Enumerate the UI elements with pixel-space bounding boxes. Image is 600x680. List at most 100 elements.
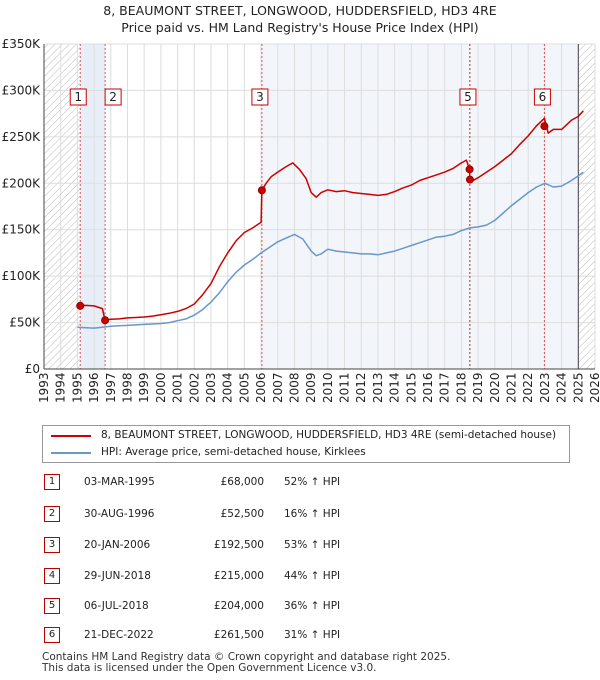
x-tick-label: 2022: [521, 372, 535, 403]
x-tick-label: 2016: [421, 372, 435, 403]
legend-swatch-hpi: [51, 452, 91, 454]
x-tick-labels: 1993 1994 1995 1996 1997 1998 1999 2000 2001 2002…: [37, 372, 600, 403]
sale-date: 06-JUL-2018: [84, 600, 149, 612]
sale-hpi-diff: 16% ↑ HPI: [284, 508, 341, 520]
sale-number-badge: 2: [44, 506, 60, 522]
sale-marker-box-6: [533, 88, 551, 106]
x-tick-label: 2001: [171, 372, 185, 403]
price-chart: 1 2 3 5 6 £0 £50K £100K £150K £200K £250K £300K £35…: [2, 37, 600, 403]
ownership-shade: [261, 44, 579, 369]
table-row: 1 03-MAR-1995 £68,000 52% ↑ HPI: [0, 468, 600, 496]
sale-point-2: [101, 316, 110, 325]
sale-price: £215,000: [213, 570, 264, 582]
sale-marker-label-2: 2: [109, 90, 117, 104]
x-tick-label: 2004: [221, 372, 235, 403]
x-tick-label: 1995: [70, 372, 84, 403]
sale-number-badge: 6: [44, 627, 60, 643]
sale-price: £52,500: [220, 508, 264, 520]
x-tick-label: 2006: [254, 372, 268, 403]
sale-date: 21-DEC-2022: [84, 629, 154, 641]
shaded-regions: [44, 44, 595, 369]
x-tick-label: 2012: [354, 372, 368, 403]
legend-label-hpi: HPI: Average price, semi-detached house,…: [101, 446, 366, 458]
x-tick-label: 2024: [555, 372, 569, 403]
sale-hpi-diff: 36% ↑ HPI: [284, 600, 341, 612]
y-tick-label: £250K: [2, 130, 42, 144]
sale-number-badge: 5: [44, 598, 60, 614]
sale-point-3: [257, 186, 266, 195]
legend: 8, BEAUMONT STREET, LONGWOOD, HUDDERSFIE…: [42, 425, 570, 463]
sale-marker-label-5: 5: [464, 90, 472, 104]
x-tick-label: 2019: [471, 372, 485, 403]
x-tick-label: 2014: [388, 372, 402, 403]
x-tick-label: 1994: [54, 372, 68, 403]
sale-marker-boxes: 1 2 3 5 6: [69, 88, 551, 106]
sale-vertical-lines: [79, 44, 579, 369]
table-row: 5 06-JUL-2018 £204,000 36% ↑ HPI: [0, 592, 600, 620]
sale-marker-box-2: [104, 88, 122, 106]
x-tick-label: 2009: [304, 372, 318, 403]
footer-attribution: Contains HM Land Registry data © Crown c…: [42, 652, 450, 674]
sale-point-4: [465, 165, 474, 174]
sale-number-badge: 4: [44, 568, 60, 584]
x-tick-label: 1993: [37, 372, 51, 403]
sale-price: £68,000: [220, 476, 264, 488]
y-tick-labels: £0 £50K £100K £150K £200K £250K £300K £350K: [2, 37, 42, 376]
x-tick-label: 1998: [120, 372, 134, 403]
sale-marker-label-3: 3: [256, 90, 264, 104]
sale-marker-box-3: [251, 88, 269, 106]
y-tick-label: £350K: [2, 37, 42, 51]
chart-title: 8, BEAUMONT STREET, LONGWOOD, HUDDERSFIE…: [103, 3, 497, 18]
x-tick-label: 1996: [87, 372, 101, 403]
axes: [43, 44, 595, 370]
x-tick-label: 2023: [538, 372, 552, 403]
x-tick-label: 2000: [154, 372, 168, 403]
footer-line-licence: This data is licensed under the Open Gov…: [42, 662, 377, 674]
sale-marker-box-5: [459, 88, 477, 106]
sale-point-1: [76, 301, 85, 310]
sale-hpi-diff: 52% ↑ HPI: [284, 476, 341, 488]
sale-number-badge: 3: [44, 537, 60, 553]
x-tick-label: 2005: [237, 372, 251, 403]
sale-hpi-diff: 53% ↑ HPI: [284, 539, 341, 551]
sale-marker-box-1: [69, 88, 87, 106]
sale-point-6: [540, 122, 549, 131]
x-tick-label: 2020: [488, 372, 502, 403]
sale-price: £261,500: [213, 629, 264, 641]
sale-date: 03-MAR-1995: [84, 476, 155, 488]
y-tick-label: £200K: [2, 176, 42, 190]
sale-number-badge: 1: [44, 474, 60, 490]
x-tick-label: 2007: [271, 372, 285, 403]
x-tick-label: 2018: [454, 372, 468, 403]
sale-date: 30-AUG-1996: [84, 508, 155, 520]
y-tick-label: £100K: [2, 269, 42, 283]
x-tick-label: 2026: [588, 372, 600, 403]
hpi-series-line: [77, 171, 584, 329]
table-row: 3 20-JAN-2006 £192,500 53% ↑ HPI: [0, 531, 600, 559]
chart-subtitle: Price paid vs. HM Land Registry's House …: [121, 20, 479, 35]
y-tick-label: £150K: [2, 223, 42, 237]
table-row: 6 21-DEC-2022 £261,500 31% ↑ HPI: [0, 621, 600, 649]
sale-date: 29-JUN-2018: [84, 570, 151, 582]
price-series-line: [80, 110, 584, 322]
x-tick-label: 2010: [321, 372, 335, 403]
legend-swatch-price: [51, 435, 91, 437]
sale-hpi-diff: 44% ↑ HPI: [284, 570, 341, 582]
sale-point-5: [465, 175, 474, 184]
sale-points: [76, 122, 549, 325]
hatched-region: [578, 44, 595, 369]
table-row: 4 29-JUN-2018 £215,000 44% ↑ HPI: [0, 562, 600, 590]
y-tick-label: £50K: [9, 316, 41, 330]
x-tick-label: 2002: [187, 372, 201, 403]
x-tick-label: 2008: [287, 372, 301, 403]
x-tick-label: 2003: [204, 372, 218, 403]
sale-hpi-diff: 31% ↑ HPI: [284, 629, 341, 641]
chart-title-block: 8, BEAUMONT STREET, LONGWOOD, HUDDERSFIE…: [0, 2, 600, 36]
x-tick-label: 2021: [505, 372, 519, 403]
x-tick-label: 1999: [137, 372, 151, 403]
sale-price: £204,000: [213, 600, 264, 612]
sale-marker-label-1: 1: [74, 90, 82, 104]
x-tick-label: 1997: [104, 372, 118, 403]
x-tick-label: 2015: [404, 372, 418, 403]
table-row: 2 30-AUG-1996 £52,500 16% ↑ HPI: [0, 500, 600, 528]
